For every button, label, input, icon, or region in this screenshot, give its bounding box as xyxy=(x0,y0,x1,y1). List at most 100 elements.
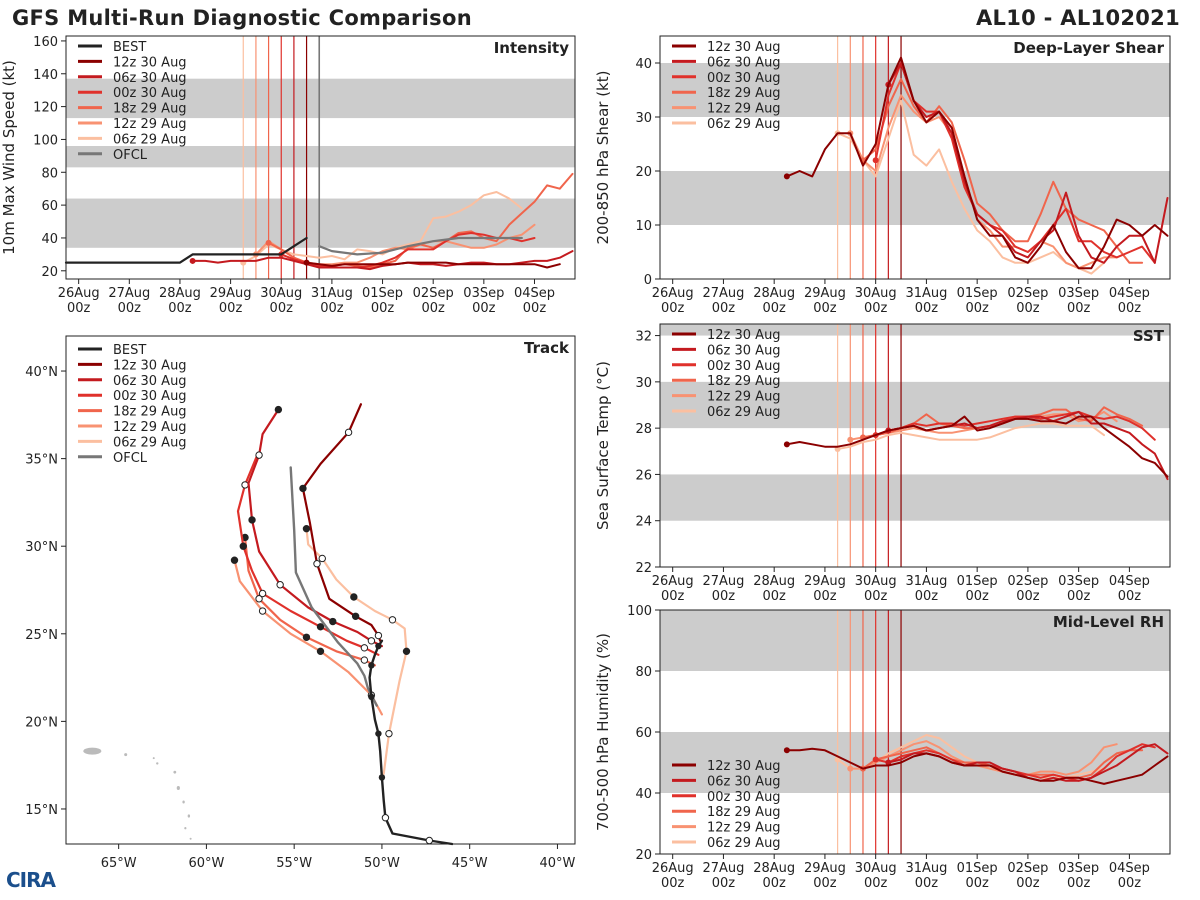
sst-ytick-label: 26 xyxy=(635,468,652,483)
intensity-legend-label: 18z 29 Aug xyxy=(113,102,187,117)
sst-band-0 xyxy=(660,474,1170,521)
shear-xtick-label-z: 00z xyxy=(1067,301,1091,316)
sst-ytick-label: 24 xyxy=(635,515,652,530)
shear-xtick-label-z: 00z xyxy=(712,301,736,316)
track-series-3 xyxy=(243,536,376,667)
shear-legend-label: 06z 29 Aug xyxy=(707,117,781,132)
intensity-xtick-label-z: 00z xyxy=(472,301,496,316)
sst-xtick-label: 04Sep xyxy=(1109,574,1150,589)
rh-ylabel: 700-500 hPa Humidity (%) xyxy=(594,633,612,831)
track-ytick-label: 35°N xyxy=(25,453,58,468)
intensity-xtick-label: 01Sep xyxy=(362,286,403,301)
rh-xtick-label-z: 00z xyxy=(712,876,736,891)
rh-xtick-label-z: 00z xyxy=(965,876,989,891)
sst-legend-label: 06z 29 Aug xyxy=(707,405,781,420)
shear-xtick-label-z: 00z xyxy=(915,301,939,316)
shear-series-0 xyxy=(785,56,1169,270)
sst-legend-label: 12z 30 Aug xyxy=(707,328,781,343)
rh-xtick-label: 03Sep xyxy=(1058,861,1099,876)
track-legend-label: 06z 30 Aug xyxy=(113,374,187,389)
shear-xtick-label-z: 00z xyxy=(1016,301,1040,316)
track-point-1 xyxy=(367,637,376,645)
sst-ytick-label: 28 xyxy=(635,422,652,437)
intensity-ytick-label: 60 xyxy=(41,199,58,214)
track-island-1 xyxy=(124,753,128,757)
track-series-2 xyxy=(236,454,380,656)
intensity-series-0 xyxy=(305,261,561,269)
shear-series-2 xyxy=(874,62,1156,264)
track-legend-label: 18z 29 Aug xyxy=(113,405,187,420)
track-point-5 xyxy=(350,593,358,601)
shear-xtick-label: 02Sep xyxy=(1007,286,1048,301)
rh-xtick-label: 29Aug xyxy=(804,861,846,876)
track-island-5 xyxy=(182,800,185,804)
track-point-1 xyxy=(276,581,284,589)
sst-xtick-label: 28Aug xyxy=(753,574,795,589)
sst-ytick-label: 32 xyxy=(635,330,652,345)
track-legend-label: 12z 29 Aug xyxy=(113,420,187,435)
intensity-ofcl-line xyxy=(318,236,523,256)
track-ytick-label: 30°N xyxy=(25,540,58,555)
cira-logo: CIRA xyxy=(6,868,56,892)
intensity-series-5 xyxy=(242,191,523,264)
shear-xtick-label-z: 00z xyxy=(864,301,888,316)
intensity-best-line xyxy=(64,236,308,264)
track-ytick-label: 40°N xyxy=(25,365,58,380)
rh-ytick-label: 40 xyxy=(635,787,652,802)
rh-xtick-label-z: 00z xyxy=(915,876,939,891)
rh-xtick-label-z: 00z xyxy=(1118,876,1142,891)
sst-legend-label: 18z 29 Aug xyxy=(707,374,781,389)
intensity-legend-label: 12z 29 Aug xyxy=(113,117,187,132)
track-point-2 xyxy=(258,589,267,598)
shear-xtick-label: 29Aug xyxy=(804,286,846,301)
intensity-xtick-label-z: 00z xyxy=(118,301,142,316)
rh-legend-label: 00z 30 Aug xyxy=(707,790,781,805)
intensity-ytick-label: 100 xyxy=(33,133,58,148)
intensity-legend-label: 00z 30 Aug xyxy=(113,86,187,101)
sst-series-2 xyxy=(874,410,1156,441)
shear-ytick-label: 0 xyxy=(644,273,652,288)
track-point-5 xyxy=(302,524,311,533)
shear-band-0 xyxy=(660,171,1170,225)
sst-frame xyxy=(659,323,1171,568)
track-best-point xyxy=(375,730,382,737)
track-point-3 xyxy=(360,656,369,664)
track-series-4 xyxy=(233,559,383,716)
sst-xtick-label: 03Sep xyxy=(1058,574,1099,589)
track-best-point xyxy=(368,693,375,701)
sst-xtick-label: 27Aug xyxy=(702,574,744,589)
track-xtick-label: 40°W xyxy=(539,856,575,871)
shear-xtick-label-z: 00z xyxy=(661,301,685,316)
shear-ytick-label: 20 xyxy=(635,165,652,180)
rh-legend-label: 06z 30 Aug xyxy=(707,774,781,789)
sst-series-5 xyxy=(836,422,1105,450)
shear-xtick-label-z: 00z xyxy=(965,301,989,316)
sst-legend-label: 06z 30 Aug xyxy=(707,343,781,358)
rh-series-start-2 xyxy=(872,756,879,763)
track-point-5 xyxy=(388,616,397,624)
sst-ylabel: Sea Surface Temp (°C) xyxy=(594,361,612,530)
intensity-xtick-label: 30Aug xyxy=(260,286,302,301)
rh-xtick-label: 02Sep xyxy=(1007,861,1048,876)
shear-title: Deep-Layer Shear xyxy=(1013,39,1164,57)
intensity-legend-label: 12z 30 Aug xyxy=(113,55,187,70)
shear-legend-label: 18z 29 Aug xyxy=(707,86,781,101)
intensity-xtick-label-z: 00z xyxy=(320,301,344,316)
shear-ytick-label: 30 xyxy=(635,111,652,126)
sst-xtick-label: 26Aug xyxy=(652,574,694,589)
sst-xtick-label-z: 00z xyxy=(813,589,837,604)
track-best-point xyxy=(375,642,382,650)
intensity-xtick-label-z: 00z xyxy=(219,301,243,316)
sst-series-start-0 xyxy=(783,441,790,448)
shear-xtick-label-z: 00z xyxy=(813,301,837,316)
rh-xtick-label-z: 00z xyxy=(661,876,685,891)
sst-xtick-label-z: 00z xyxy=(1016,589,1040,604)
intensity-ylabel: 10m Max Wind Speed (kt) xyxy=(0,60,18,255)
sst-xtick-label: 01Sep xyxy=(957,574,998,589)
shear-xtick-label: 28Aug xyxy=(753,286,795,301)
track-xtick-label: 60°W xyxy=(188,856,224,871)
shear-series-1 xyxy=(887,62,1169,264)
rh-xtick-label: 01Sep xyxy=(957,861,998,876)
track-point-1 xyxy=(329,617,337,626)
